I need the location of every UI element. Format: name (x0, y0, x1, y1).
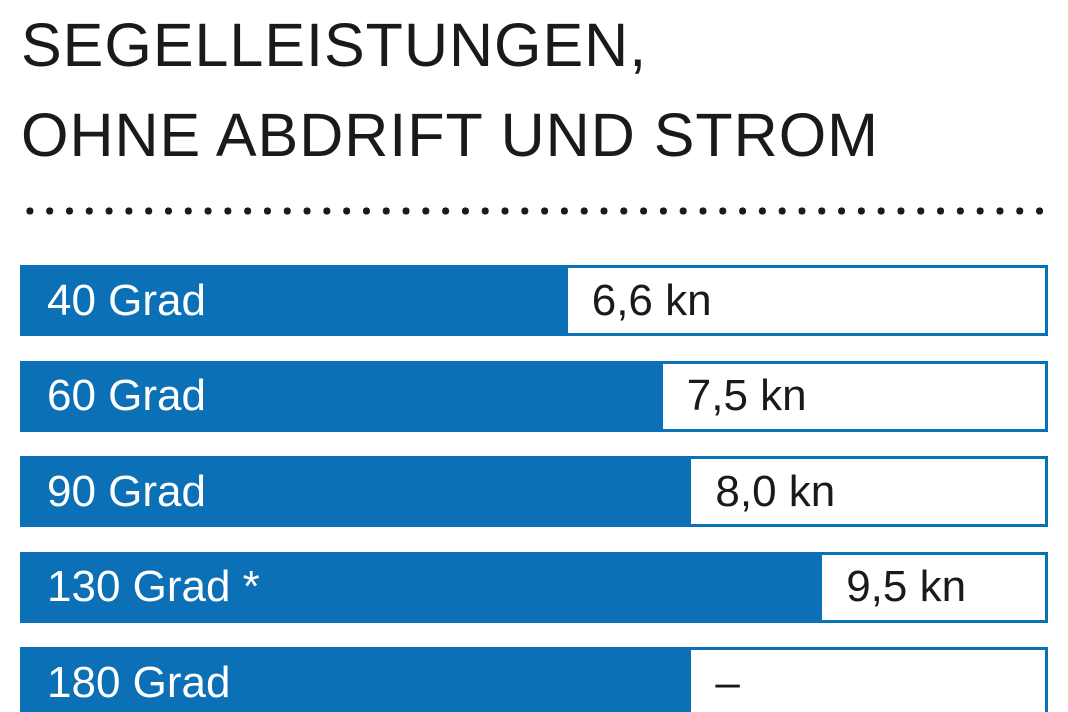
bar-category-label: 60 Grad (47, 371, 206, 420)
bar-row: 40 Grad 6,6 kn (20, 265, 1048, 336)
bar-value-label: 7,5 kn (686, 371, 807, 420)
bar-value-label: 9,5 kn (846, 562, 967, 611)
bar-row: 130 Grad * 9,5 kn (20, 551, 1048, 623)
bar-fill: 180 Grad (23, 650, 692, 712)
chart-title-line-2: OHNE ABDRIFT UND STROM (21, 101, 879, 169)
bar-row: 180 Grad – (20, 647, 1048, 712)
bar-fill: 90 Grad (23, 459, 692, 524)
bar-value-label: 6,6 kn (591, 275, 712, 325)
dotted-divider (20, 204, 1052, 218)
bar-value-label: 8,0 kn (715, 466, 836, 516)
bar-value-label: – (715, 657, 740, 707)
bar-category-label: 130 Grad * (47, 562, 260, 611)
chart-title-line-1: SEGELLEISTUNGEN, (21, 11, 648, 79)
bar-rows-container: 40 Grad 6,6 kn 60 Grad 7,5 kn 90 Grad 8,… (20, 265, 1048, 712)
bar-fill: 40 Grad (23, 268, 568, 333)
bar-category-label: 180 Grad (47, 657, 231, 707)
bar-fill: 130 Grad * (23, 554, 823, 620)
bar-row: 60 Grad 7,5 kn (20, 360, 1048, 432)
bar-row: 90 Grad 8,0 kn (20, 456, 1048, 527)
bar-category-label: 90 Grad (47, 466, 206, 516)
bar-category-label: 40 Grad (47, 275, 206, 325)
bar-fill: 60 Grad (23, 363, 663, 429)
